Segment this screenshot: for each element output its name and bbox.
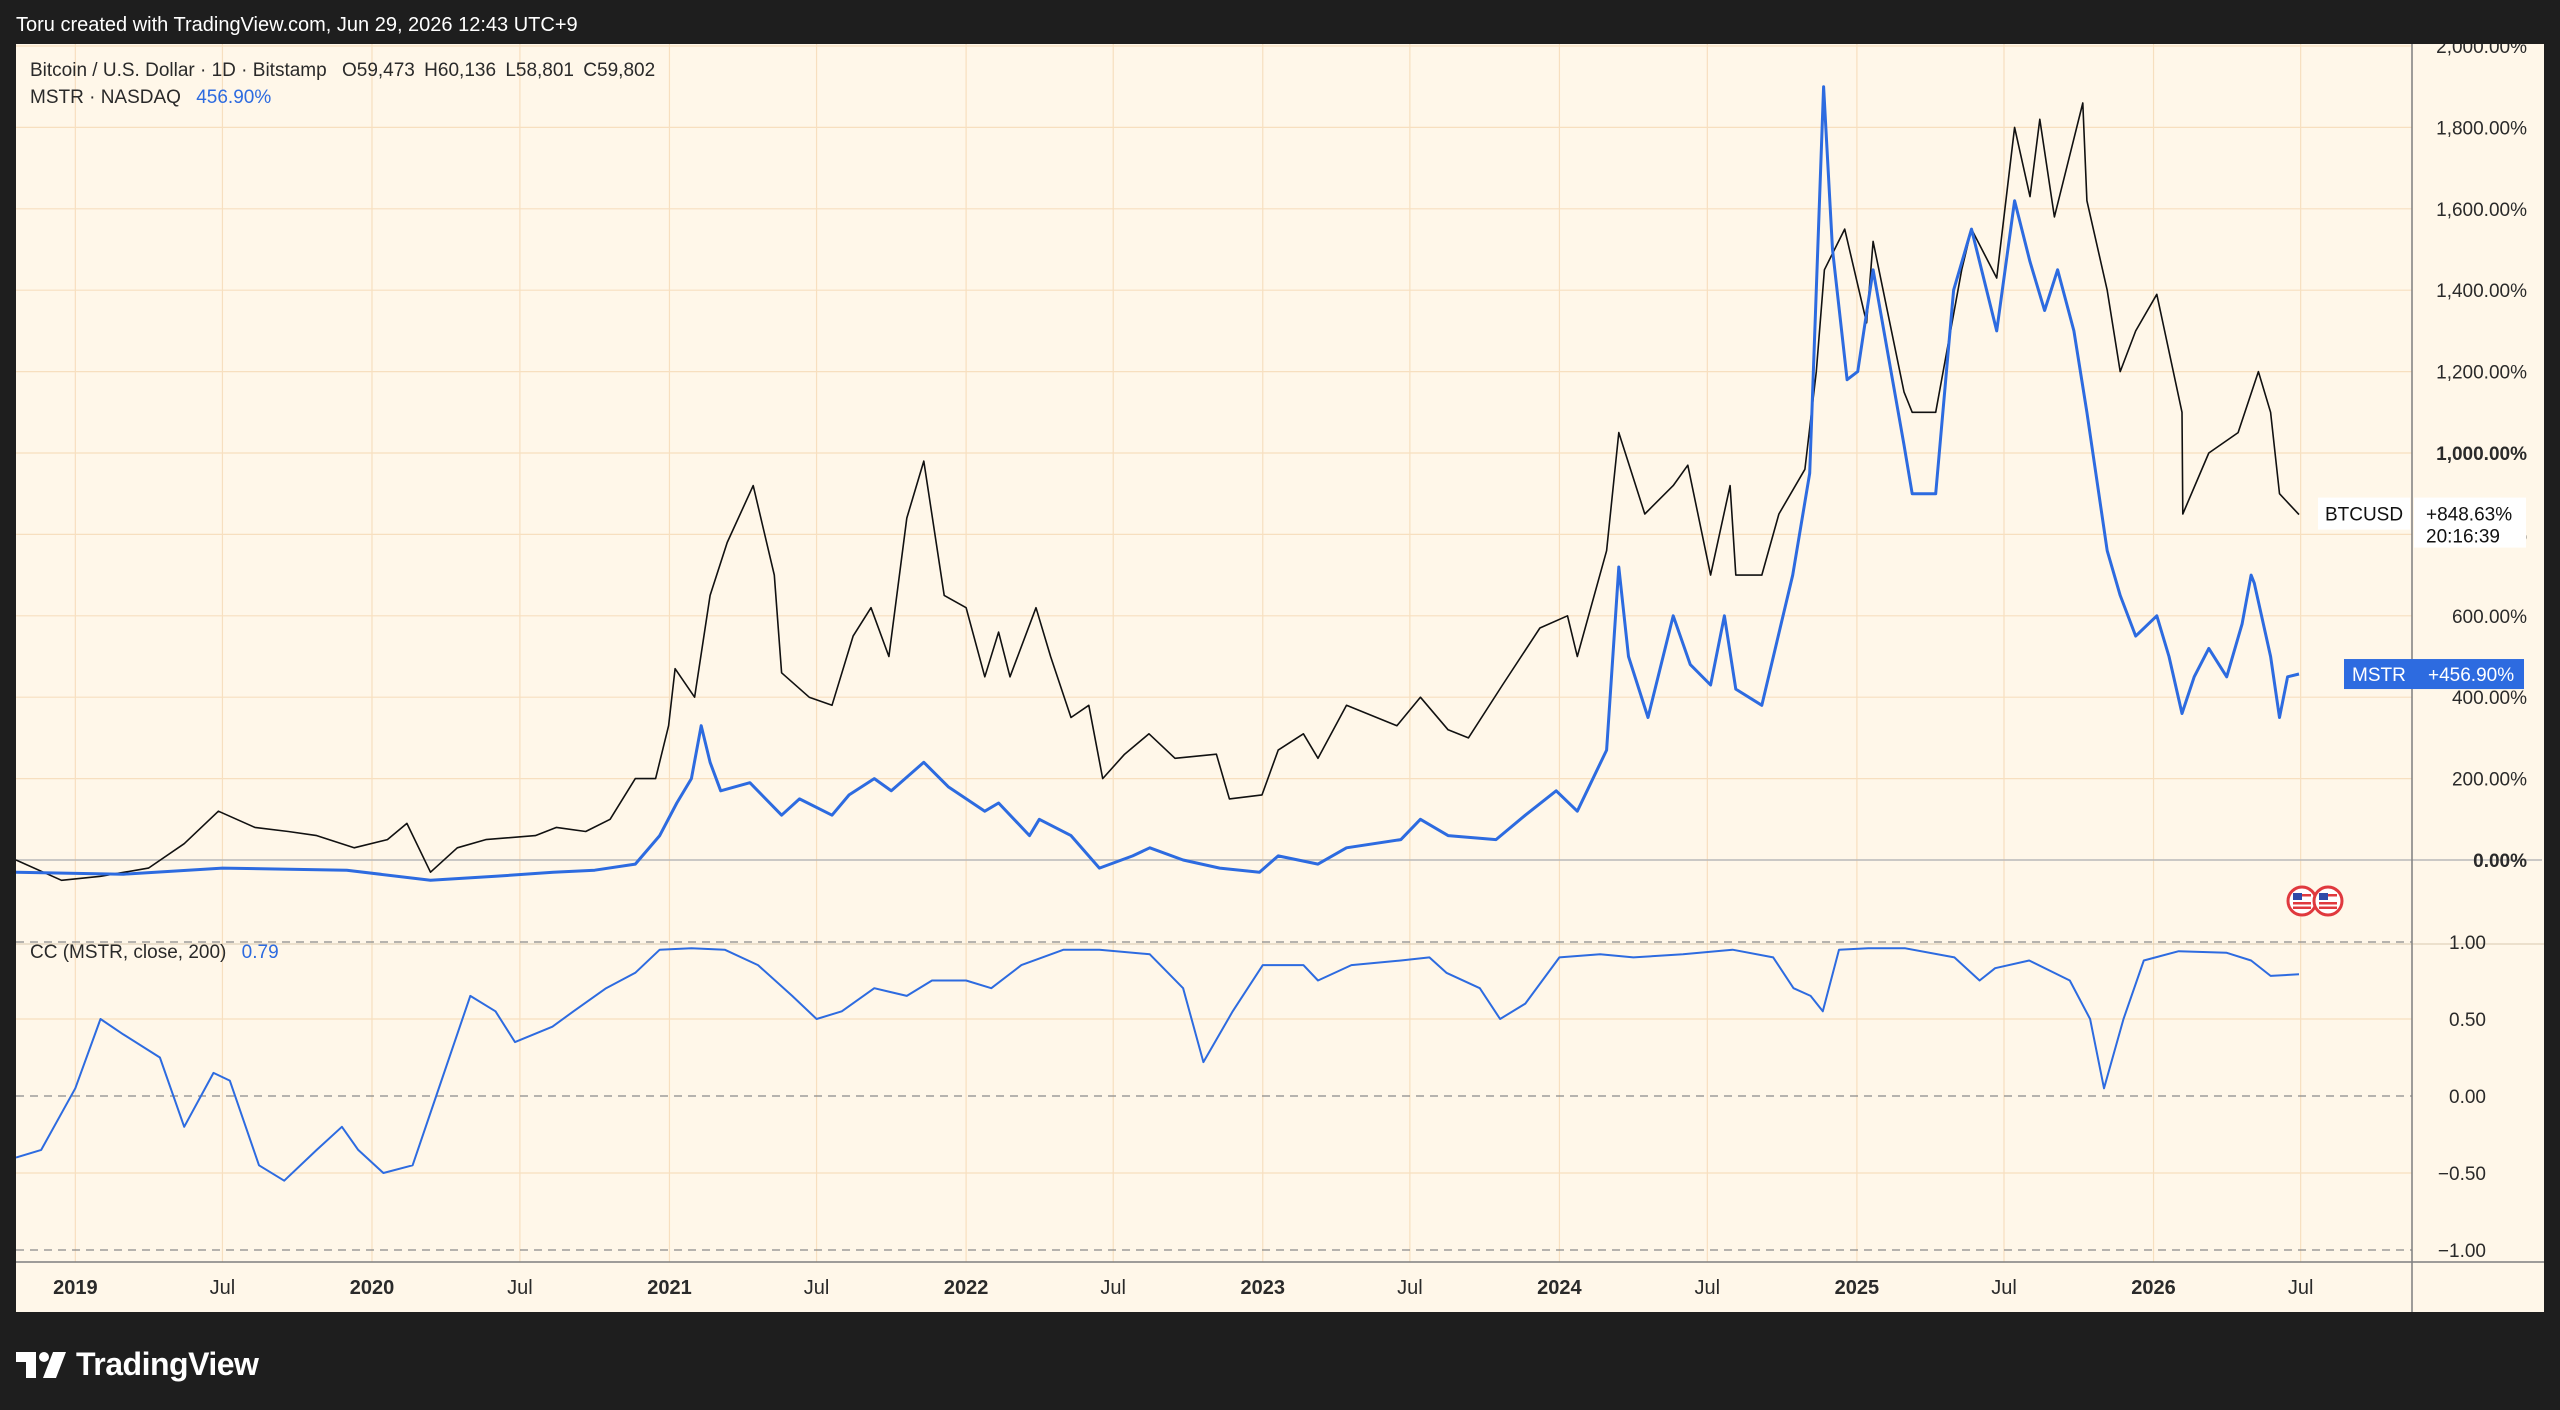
flag-ring bbox=[2312, 885, 2344, 917]
btc-badge-symbol: BTCUSD bbox=[2325, 505, 2403, 526]
compare-symbol: MSTR · NASDAQ bbox=[30, 87, 181, 108]
y-tick-label-10: 2,000.00% bbox=[2436, 44, 2527, 58]
x-tick-label-2: 2020 bbox=[350, 1277, 395, 1299]
x-tick-label-12: 2025 bbox=[1835, 1277, 1880, 1299]
chart-svg[interactable]: 0.00%200.00%400.00%600.00%800.00%1,000.0… bbox=[16, 44, 2544, 1312]
ohlc-high: 60,136 bbox=[437, 60, 497, 81]
main-legend: Bitcoin / U.S. Dollar · 1D · Bitstamp O5… bbox=[30, 60, 655, 82]
ohlc-low-label: L bbox=[505, 60, 516, 81]
ohlc-open: 59,473 bbox=[356, 60, 415, 81]
x-tick-label-3: Jul bbox=[507, 1277, 533, 1299]
flag-stripe bbox=[2302, 894, 2311, 897]
ohlc-close-label: C bbox=[583, 60, 598, 81]
btc-badge-value-bg bbox=[2414, 497, 2526, 548]
btc-badge-symbol-bg bbox=[2318, 497, 2410, 530]
x-tick-label-11: Jul bbox=[1695, 1277, 1721, 1299]
y-tick-label-8: 1,600.00% bbox=[2436, 200, 2527, 221]
x-tick-label-15: Jul bbox=[2288, 1277, 2314, 1299]
indicator-title: CC (MSTR, close, 200) bbox=[30, 942, 227, 963]
tradingview-logo[interactable]: TradingView bbox=[16, 1346, 259, 1383]
flag-canton bbox=[2293, 893, 2302, 900]
tradingview-logo-icon bbox=[16, 1351, 66, 1378]
y-tick-label-6: 1,200.00% bbox=[2436, 363, 2527, 384]
attribution-text: Toru created with TradingView.com, Jun 2… bbox=[16, 14, 578, 36]
x-tick-label-6: 2022 bbox=[944, 1277, 989, 1299]
x-tick-label-5: Jul bbox=[804, 1277, 830, 1299]
flag-stripe bbox=[2328, 894, 2337, 897]
x-tick-label-0: 2019 bbox=[53, 1277, 98, 1299]
flag-stripe bbox=[2293, 902, 2311, 905]
y-tick-label-3: 600.00% bbox=[2452, 607, 2527, 628]
ind-y-tick-label-3: −0.50 bbox=[2438, 1164, 2486, 1185]
y-tick-label-0: 0.00% bbox=[2473, 851, 2527, 872]
indicator-legend: CC (MSTR, close, 200) 0.79 bbox=[30, 942, 279, 964]
y-tick-label-7: 1,400.00% bbox=[2436, 281, 2527, 302]
y-tick-label-5: 1,000.00% bbox=[2436, 444, 2527, 465]
tradingview-logo-text: TradingView bbox=[76, 1346, 259, 1382]
btc-badge-countdown: 20:16:39 bbox=[2426, 527, 2500, 548]
btc-badge: BTCUSD +848.63%20:16:39 bbox=[2318, 497, 2526, 548]
ohlc-high-label: H bbox=[424, 60, 438, 81]
ohlc-open-label: O bbox=[341, 60, 357, 81]
x-tick-label-7: Jul bbox=[1100, 1277, 1126, 1299]
cc-indicator-line bbox=[16, 947, 2300, 1182]
mstr-series-line bbox=[16, 85, 2300, 882]
ohlc-low: 58,801 bbox=[515, 60, 575, 81]
btc-badge-value: +848.63% bbox=[2426, 505, 2512, 526]
compare-value: 456.90% bbox=[196, 87, 272, 108]
chart-area[interactable]: 0.00%200.00%400.00%600.00%800.00%1,000.0… bbox=[16, 44, 2544, 1312]
flag-stripe bbox=[2319, 902, 2337, 905]
x-tick-label-8: 2023 bbox=[1241, 1277, 1286, 1299]
mstr-badge-value: +456.90% bbox=[2428, 665, 2514, 686]
ind-y-tick-label-2: 0.00 bbox=[2449, 1087, 2486, 1108]
x-tick-label-9: Jul bbox=[1397, 1277, 1423, 1299]
mstr-badge-symbol: MSTR bbox=[2352, 665, 2406, 686]
y-tick-label-9: 1,800.00% bbox=[2436, 118, 2527, 139]
x-tick-label-4: 2021 bbox=[647, 1277, 692, 1299]
flag-ring bbox=[2286, 885, 2318, 917]
x-tick-label-1: Jul bbox=[210, 1277, 236, 1299]
symbol-title: Bitcoin / U.S. Dollar · 1D · Bitstamp bbox=[30, 60, 327, 81]
flag-stripe bbox=[2293, 906, 2311, 909]
x-tick-label-14: 2026 bbox=[2131, 1277, 2176, 1299]
us-event-flag-icon[interactable] bbox=[2286, 885, 2318, 917]
ind-y-tick-label-4: −1.00 bbox=[2438, 1241, 2486, 1262]
indicator-value: 0.79 bbox=[241, 942, 279, 963]
ind-y-tick-label-0: 1.00 bbox=[2449, 933, 2486, 954]
mstr-badge-bg bbox=[2344, 659, 2524, 690]
ohlc-close: 59,802 bbox=[597, 60, 656, 81]
flag-canton bbox=[2319, 893, 2328, 900]
y-tick-label-1: 200.00% bbox=[2452, 770, 2527, 791]
btc-series-line bbox=[16, 102, 2300, 882]
bottom-bar: TradingView bbox=[0, 1312, 2560, 1410]
mstr-badge: MSTR +456.90% bbox=[2344, 659, 2524, 690]
x-tick-label-13: Jul bbox=[1991, 1277, 2017, 1299]
ind-y-tick-label-1: 0.50 bbox=[2449, 1010, 2486, 1031]
top-attribution-bar: Toru created with TradingView.com, Jun 2… bbox=[0, 0, 2560, 44]
x-tick-label-10: 2024 bbox=[1537, 1277, 1582, 1299]
us-event-flag-icon[interactable] bbox=[2312, 885, 2344, 917]
compare-legend: MSTR · NASDAQ 456.90% bbox=[30, 87, 271, 109]
y-tick-label-2: 400.00% bbox=[2452, 688, 2527, 709]
flag-stripe bbox=[2319, 906, 2337, 909]
